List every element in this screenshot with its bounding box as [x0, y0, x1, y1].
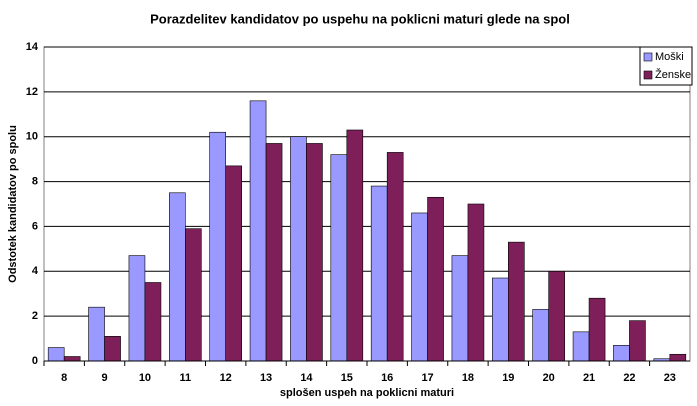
bar	[47, 347, 65, 362]
bar	[532, 309, 549, 362]
bar	[63, 356, 81, 362]
bar	[629, 320, 646, 362]
x-tick-label: 8	[61, 372, 67, 384]
x-tick-label: 12	[220, 372, 232, 384]
bar	[467, 203, 485, 362]
x-tick-label: 17	[421, 372, 433, 384]
legend-label: Moški	[655, 51, 684, 63]
bar	[588, 297, 606, 362]
y-tick-label: 8	[32, 175, 38, 187]
x-tick-label: 19	[502, 372, 514, 384]
bar	[492, 277, 509, 362]
y-tick-label: 4	[32, 265, 39, 277]
x-tick-label: 18	[462, 372, 474, 384]
bar	[209, 131, 226, 362]
x-tick-label: 10	[139, 372, 151, 384]
bar	[225, 165, 242, 362]
bar	[427, 196, 444, 362]
y-tick-label: 10	[26, 131, 38, 143]
bar	[104, 336, 121, 362]
bar	[386, 152, 404, 362]
x-tick-label: 20	[543, 372, 555, 384]
x-tick-label: 15	[341, 372, 353, 384]
x-tick-label: 13	[260, 372, 272, 384]
bar	[330, 154, 348, 362]
x-tick-label: 23	[664, 372, 676, 384]
y-tick-label: 2	[32, 310, 38, 322]
bar	[346, 129, 364, 362]
bar	[169, 192, 186, 362]
bar	[572, 331, 590, 362]
y-tick-label: 14	[26, 41, 39, 53]
x-tick-label: 14	[300, 372, 313, 384]
bar	[613, 344, 630, 362]
bar	[128, 255, 146, 362]
bar	[548, 270, 565, 362]
legend-swatch	[643, 52, 653, 62]
legend-label: Ženske	[655, 68, 691, 81]
y-tick-label: 6	[32, 220, 38, 232]
bar	[306, 143, 323, 362]
chart-title: Porazdelitev kandidatov po uspehu na pok…	[150, 11, 570, 26]
bar	[185, 228, 202, 362]
bar	[249, 100, 267, 362]
x-tick-label: 16	[381, 372, 393, 384]
bar	[144, 282, 162, 362]
y-tick-label: 0	[32, 355, 38, 367]
x-tick-label: 22	[623, 372, 635, 384]
bar	[88, 306, 105, 362]
x-tick-label: 11	[179, 372, 191, 384]
bar	[265, 143, 283, 362]
bar	[290, 136, 307, 362]
legend-swatch	[643, 70, 653, 80]
bar	[508, 241, 525, 362]
bar	[669, 353, 687, 362]
y-tick-label: 12	[26, 86, 38, 98]
x-tick-label: 21	[583, 372, 595, 384]
y-axis-label: Odstotek kandidatov po spolu	[7, 125, 19, 283]
bar	[411, 212, 428, 362]
bar	[451, 255, 469, 362]
x-axis-label: splošen uspeh na poklicni maturi	[280, 387, 454, 399]
bar	[370, 185, 388, 362]
x-tick-label: 9	[102, 372, 108, 384]
